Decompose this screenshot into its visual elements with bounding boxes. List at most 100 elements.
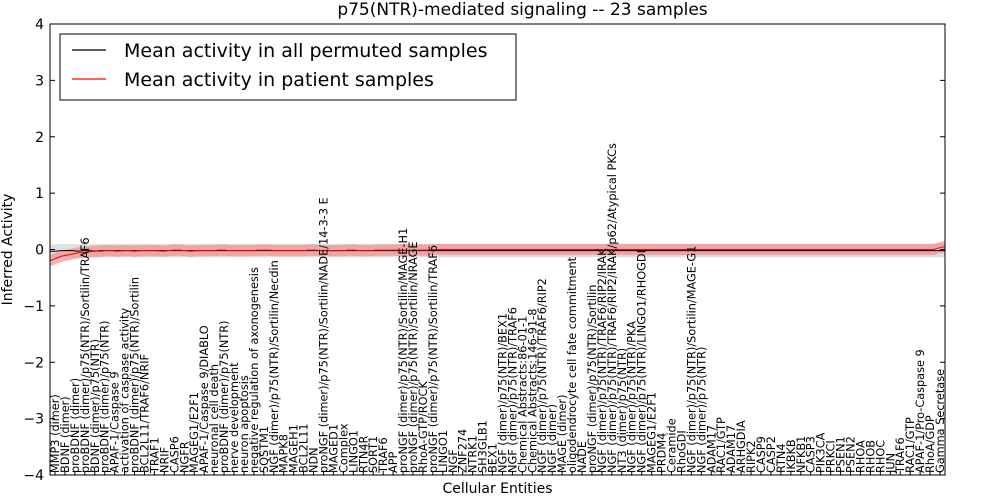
y-tick-label: −1 bbox=[23, 299, 44, 315]
y-tick-label: 0 bbox=[35, 243, 44, 259]
y-tick-label: −2 bbox=[23, 355, 44, 371]
x-tick-label: proBDNF (dimer)/p75(NTR)/Sortilin/TRAF6 bbox=[79, 237, 92, 473]
x-tick-label: RTN4R bbox=[357, 435, 370, 473]
x-tick-label: RAC1/GTP bbox=[715, 417, 728, 473]
x-tick-label: NGF (dimer) bbox=[546, 404, 559, 473]
x-tick-label: proNGF (dimer)/p75(NTR)/Sortilin/NRAGE bbox=[407, 242, 420, 473]
x-tick-label: NADE bbox=[576, 441, 589, 473]
x-tick-label: CASP2 bbox=[765, 436, 778, 473]
x-tick-label: CASP3 bbox=[805, 436, 818, 473]
legend-label-0: Mean activity in all permuted samples bbox=[124, 40, 487, 62]
x-tick-label: NGF bbox=[447, 449, 460, 473]
x-tick-label: activation of caspase activity bbox=[119, 307, 132, 473]
x-tick-label: APAF-1/Pro-Caspase 9 bbox=[914, 349, 927, 473]
x-tick-label: RHOC bbox=[874, 440, 887, 473]
x-tick-label: MAGEH1 bbox=[288, 424, 301, 473]
x-tick-label: BCL2L11 bbox=[298, 423, 311, 473]
x-tick-label: Chemical Abstracts:146-91-8 bbox=[526, 309, 539, 473]
series-band-1 bbox=[50, 241, 945, 267]
y-tick-label: 3 bbox=[35, 73, 44, 89]
x-tick-label: RHOB bbox=[864, 440, 877, 473]
x-tick-label: RIPK2 bbox=[745, 440, 758, 473]
x-tick-label: proNGF (dimer)/p75(NTR)/Sortilin/TRAF6 bbox=[427, 245, 440, 473]
x-tick-label: RhoGDI bbox=[675, 430, 688, 473]
x-tick-label: CASP9 bbox=[755, 436, 768, 473]
x-tick-label: RTN4 bbox=[775, 443, 788, 473]
legend-box bbox=[59, 33, 517, 101]
x-tick-label: NRIF bbox=[158, 447, 171, 473]
x-tick-label: NGF (dimer)/p75(NTR)/Sortilin/MAGE-G1 bbox=[685, 246, 698, 473]
x-tick-label: NGF (dimer)/p75(NTR)/Sortilin/Necdin bbox=[268, 260, 281, 473]
x-tick-label: RAC1/GTP bbox=[904, 417, 917, 473]
x-tick-label: negative regulation of axonogenesis bbox=[248, 267, 261, 473]
x-tick-label: APAF-1/Caspase 9 bbox=[109, 371, 122, 473]
x-tick-label: TRAF1 bbox=[148, 437, 161, 474]
x-tick-label: MAGE (dimer) bbox=[556, 395, 569, 473]
x-tick-label: BDNF (dimer)/p75(NTR) bbox=[89, 339, 102, 473]
x-tick-label: ADAM17 bbox=[725, 425, 738, 473]
x-tick-label: nerve development bbox=[228, 362, 241, 473]
x-tick-label: PIK3CA bbox=[815, 432, 828, 473]
x-tick-label: SH3GLB1 bbox=[477, 420, 490, 473]
x-tick-label: NDN bbox=[308, 447, 321, 473]
y-tick-label: 4 bbox=[35, 17, 44, 33]
x-tick-label: proBDNF (dimer)/p75(NTR) bbox=[99, 320, 112, 473]
x-tick-label: NGF (dimer)/p75(NTR)/TRAF6/RIP2 bbox=[536, 278, 549, 473]
x-tick-label: proNGF (dimer)/p75(NTR)/Sortilin/MAGE-H1 bbox=[397, 228, 410, 473]
x-tick-label: NT3 (dimer)/p75(NTR) bbox=[616, 348, 629, 473]
x-tick-label: BCL2L11/TRAF6/NRIF bbox=[138, 354, 151, 473]
x-tick-label: NGF (dimer)/p75(NTR)/LINGO1/RHOGDI bbox=[636, 250, 649, 473]
x-tick-label: MMP3 (dimer) bbox=[49, 394, 62, 473]
x-tick-label: MAGED1 bbox=[327, 424, 340, 473]
y-tick-label: 1 bbox=[35, 186, 44, 202]
x-tick-label: SQSTM1 bbox=[258, 426, 271, 473]
x-tick-label: APP bbox=[387, 451, 400, 473]
chart-title: p75(NTR)-mediated signaling -- 23 sample… bbox=[337, 0, 707, 20]
series-line-1 bbox=[49, 246, 946, 262]
x-tick-label: APAF-1/Caspase 9/DIABLO bbox=[198, 325, 211, 473]
x-tick-label: NGF (dimer)/p75(NTR)/TRAF6/RIP2/IRAK/p62… bbox=[606, 143, 619, 473]
legend-label-1: Mean activity in patient samples bbox=[124, 69, 434, 91]
x-tick-label: IKBKB bbox=[785, 439, 798, 473]
x-tick-label: Complex bbox=[337, 423, 350, 473]
x-tick-label: proBDNF (dimer) bbox=[69, 378, 82, 473]
x-tick-label: NFKB1 bbox=[795, 436, 808, 473]
x-tick-label: TRAF6 bbox=[894, 437, 907, 474]
x-tick-label: ARHGDIA bbox=[735, 420, 748, 473]
x-tick-label: proNGF (dimer)/p75(NTR)/Sortilin bbox=[586, 285, 599, 473]
x-tick-label: PRKCI bbox=[825, 440, 838, 473]
x-tick-label: NGF (dimer)/p75(NTR)/TRAF6 bbox=[506, 307, 519, 473]
x-tick-label: proNGF (dimer)/p75(NTR)/Sortilin/NADE/14… bbox=[317, 197, 330, 473]
x-tick-label: RHOA bbox=[854, 440, 867, 473]
x-tick-label: TRAF6 bbox=[377, 437, 390, 474]
x-tick-label: neuronal cell death bbox=[208, 364, 221, 473]
x-tick-label: PSEN2 bbox=[845, 436, 858, 473]
x-tick-label: JUN bbox=[884, 453, 897, 474]
x-tick-label: Chemical Abstracts:86-01-1 bbox=[516, 316, 529, 473]
x-tick-label: CASP6 bbox=[168, 436, 181, 473]
x-tick-label: RhoA-GTP/ROCK bbox=[417, 381, 430, 473]
x-tick-label: NGF (dimer)/p75(NTR)/BEX1 bbox=[496, 313, 509, 473]
x-tick-label: LINGO1 bbox=[347, 430, 360, 473]
y-tick-label: 2 bbox=[35, 130, 44, 146]
x-tick-label: BEX1 bbox=[487, 443, 500, 473]
x-tick-label: NTRK1 bbox=[467, 435, 480, 473]
x-tick-label: Ceramide bbox=[666, 418, 679, 473]
x-tick-label: PSEN1 bbox=[835, 436, 848, 473]
x-tick-label: LINGO1 bbox=[437, 430, 450, 473]
x-tick-label: SORT1 bbox=[367, 436, 380, 473]
x-tick-label: NGF (dimer)/p75(NTR)/TRAF6/RIP2/IRAK bbox=[596, 248, 609, 473]
x-tick-label: NGF (dimer)/p75(NTR)/PKA bbox=[626, 321, 639, 473]
x-tick-label: ADAM17 bbox=[705, 425, 718, 473]
x-tick-label: MAPK8 bbox=[278, 434, 291, 473]
x-tick-label: ZNF274 bbox=[457, 429, 470, 473]
x-tick-label: oligodendrocyte cell fate commitment bbox=[566, 256, 579, 473]
x-axis-label: Cellular Entities bbox=[442, 481, 552, 497]
x-tick-label: Gamma Secretase bbox=[934, 369, 947, 473]
x-tick-label: proBDNF (dimer)/p75(NTR)/Sortilin bbox=[129, 277, 142, 473]
x-tick-label: neuron apoptosis bbox=[238, 375, 251, 473]
x-tick-label: PRDM4 bbox=[656, 433, 669, 473]
y-axis-label: Inferred Activity bbox=[0, 194, 16, 306]
y-tick-label: −4 bbox=[23, 468, 44, 484]
